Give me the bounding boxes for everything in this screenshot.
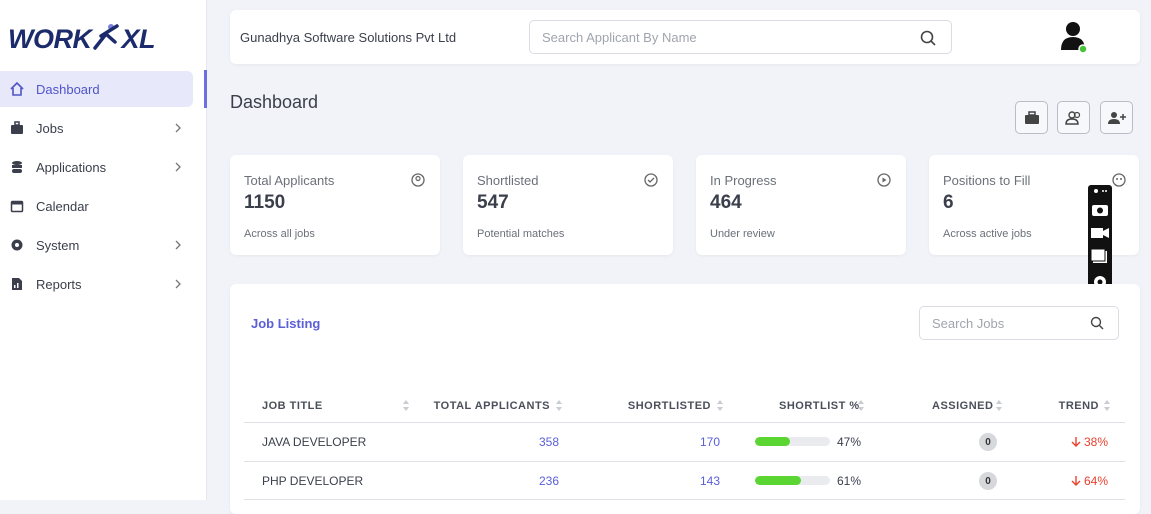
nav-label: Jobs <box>36 120 64 136</box>
trend-value: 38% <box>1083 435 1108 449</box>
placeholder: Search Applicant By Name <box>542 29 697 45</box>
icon <box>12 278 22 290</box>
applicant-search[interactable]: Search Applicant By Name <box>529 20 952 54</box>
chevron <box>175 123 181 133</box>
icon <box>10 82 24 96</box>
stat-label: Shortlisted <box>477 173 539 188</box>
row-divider <box>244 461 1125 462</box>
stat-card: Total Applicants 1150 Across all jobs <box>230 155 440 255</box>
company-name: Gunadhya Software Solutions Pvt Ltd <box>240 30 457 45</box>
icon <box>10 200 24 213</box>
column-header[interactable]: JOB TITLE <box>262 400 323 412</box>
icon <box>1107 111 1126 124</box>
trend-value: 64% <box>1083 474 1108 488</box>
candidates-button[interactable] <box>1057 101 1090 134</box>
nav-label: Reports <box>36 276 82 292</box>
column-header[interactable]: SHORTLIST % <box>779 400 860 412</box>
section-title: Job Listing <box>251 316 321 331</box>
page-title: Dashboard <box>230 92 319 112</box>
stat-label: In Progress <box>710 173 777 188</box>
stat-sub: Potential matches <box>477 228 565 240</box>
stat-sub: Under review <box>710 228 775 240</box>
logo[interactable]: WORK XL <box>8 22 155 55</box>
trend: 38% <box>1071 435 1108 449</box>
icon <box>1064 110 1080 125</box>
column-header[interactable]: ASSIGNED <box>932 400 994 412</box>
shortlist-percent: 47% <box>837 435 862 449</box>
nav-item[interactable]: Jobs <box>0 110 193 146</box>
down-arrow <box>1071 476 1081 486</box>
progress-fill <box>755 437 791 446</box>
shortlist-percent: 61% <box>837 474 862 488</box>
search-icon <box>920 30 936 46</box>
stat-value: 6 <box>943 192 954 213</box>
nav-label: Dashboard <box>36 81 100 97</box>
recorder-toolbar[interactable] <box>1088 185 1112 295</box>
icon <box>12 161 22 173</box>
chevron <box>175 162 181 172</box>
nav-label: Applications <box>36 159 107 175</box>
job-search[interactable]: Search Jobs <box>919 306 1119 340</box>
nav-item[interactable]: Calendar <box>0 188 193 224</box>
stat-label: Positions to Fill <box>943 173 1031 188</box>
logo-text: XL <box>121 24 155 54</box>
active-indicator <box>204 70 207 108</box>
top-bar: Gunadhya Software Solutions Pvt Ltd Sear… <box>230 10 1140 64</box>
icon <box>1112 173 1126 187</box>
stat-card: Shortlisted 547 Potential matches <box>463 155 673 255</box>
progress-fill <box>755 476 801 485</box>
jobs-button[interactable] <box>1015 101 1048 134</box>
chevron <box>175 279 181 289</box>
nav-item[interactable]: Reports <box>0 266 193 302</box>
stat-sub: Across all jobs <box>244 228 315 240</box>
icon <box>644 173 658 187</box>
progress-track <box>755 476 830 485</box>
total-applicants[interactable]: 358 <box>538 435 559 449</box>
job-title[interactable]: JAVA DEVELOPER <box>262 435 367 449</box>
assigned-badge: 0 <box>979 433 997 451</box>
sidebar: WORK XL Dashboard Jobs Applications Calen… <box>0 0 207 500</box>
total-applicants[interactable]: 236 <box>538 474 559 488</box>
nav-item[interactable]: Applications <box>0 149 193 185</box>
shortlisted[interactable]: 143 <box>699 474 720 488</box>
column-header[interactable]: TREND <box>1058 400 1099 412</box>
icon <box>11 121 23 134</box>
column-header[interactable]: SHORTLISTED <box>627 400 711 412</box>
down-arrow <box>1071 437 1081 447</box>
nav-item[interactable]: Dashboard <box>0 71 193 107</box>
stat-value: 1150 <box>244 192 286 213</box>
icon <box>411 173 425 187</box>
column-header[interactable]: TOTAL APPLICANTS <box>433 400 550 412</box>
add-user-button[interactable] <box>1100 101 1133 134</box>
icon <box>1024 110 1039 124</box>
logo-figure <box>93 24 120 50</box>
search-icon <box>1090 316 1104 330</box>
stat-label: Total Applicants <box>244 173 335 188</box>
row-divider <box>244 422 1125 423</box>
stat-card: In Progress 464 Under review <box>696 155 906 255</box>
sort-icons <box>403 400 1110 411</box>
shortlisted[interactable]: 170 <box>699 435 720 449</box>
nav-label: System <box>36 237 80 253</box>
logo-text: WORK <box>8 24 92 54</box>
icon <box>877 173 891 187</box>
job-title[interactable]: PHP DEVELOPER <box>262 474 364 488</box>
stat-value: 464 <box>710 192 742 213</box>
stat-sub: Across active jobs <box>943 228 1032 240</box>
nav-label: Calendar <box>36 198 89 214</box>
recorder-icons <box>1090 189 1109 288</box>
placeholder: Search Jobs <box>932 315 1005 331</box>
chevron <box>175 240 181 250</box>
trend: 64% <box>1071 474 1108 488</box>
assigned-badge: 0 <box>979 472 997 490</box>
nav-item[interactable]: System <box>0 227 193 263</box>
user-avatar[interactable] <box>1060 20 1088 54</box>
stat-value: 547 <box>477 192 509 213</box>
icon <box>11 239 23 251</box>
progress-track <box>755 437 830 446</box>
